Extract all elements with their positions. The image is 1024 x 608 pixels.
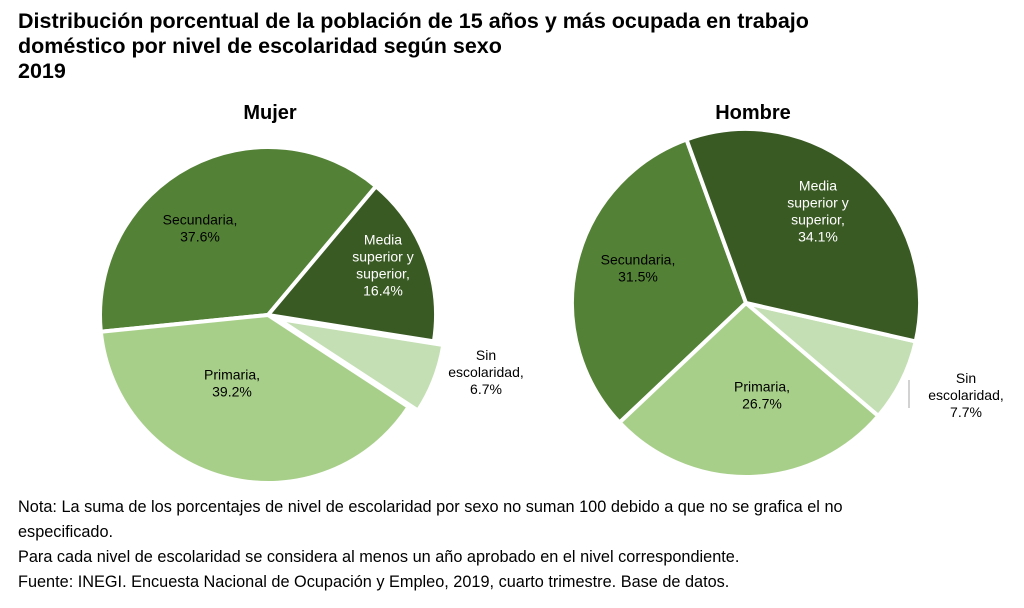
data-label-secundaria: Secundaria, 31.5% — [601, 252, 676, 285]
pie-title-hombre: Hombre — [715, 102, 791, 124]
data-label-sin-escolaridad: Sin escolaridad, 6.7% — [448, 347, 524, 397]
chart-title-line-1: Distribución porcentual de la población … — [18, 9, 809, 33]
data-label-sin-escolaridad: Sin escolaridad, 7.7% — [928, 370, 1004, 420]
pie-slice-sin-escolaridad — [275, 316, 446, 413]
data-label-media-superior-y-superior: Media superior y superior, 34.1% — [787, 178, 848, 245]
chart-title: Distribución porcentual de la población … — [18, 9, 809, 84]
pie-title-mujer: Mujer — [243, 102, 297, 124]
pie-slice-secundaria — [570, 137, 748, 425]
data-label-primaria: Primaria, 26.7% — [734, 379, 790, 412]
note-line-1: Nota: La suma de los porcentajes de nive… — [18, 498, 843, 516]
pie-slice-media-superior-y-superior — [266, 184, 438, 344]
pie-slice-secundaria — [98, 145, 378, 334]
data-label-primaria: Primaria, 39.2% — [204, 367, 260, 400]
pie-chart-mujer: Mujer Media superior y superior, 16.4% Sin es… — [98, 102, 524, 485]
data-label-secundaria: Secundaria, 37.6% — [163, 212, 238, 245]
data-label-media-superior-y-superior: Media superior y superior, 16.4% — [352, 232, 413, 299]
pie-slice-media-superior-y-superior — [684, 127, 922, 344]
source-line: Fuente: INEGI. Encuesta Nacional de Ocup… — [18, 573, 730, 591]
note-line-2: especificado. — [18, 523, 114, 541]
pie-slice-primaria — [98, 313, 411, 485]
chart-title-line-2: doméstico por nivel de escolaridad según… — [18, 34, 502, 58]
pie-chart-hombre: Hombre Media superior y superior, 34.1% Sin e… — [570, 102, 1004, 479]
chart-title-line-3: 2019 — [18, 59, 66, 83]
footnotes: Nota: La suma de los porcentajes de nive… — [18, 495, 843, 595]
note-line-3: Para cada nivel de escolaridad se consid… — [18, 548, 740, 566]
pie-slice-primaria — [617, 301, 881, 479]
